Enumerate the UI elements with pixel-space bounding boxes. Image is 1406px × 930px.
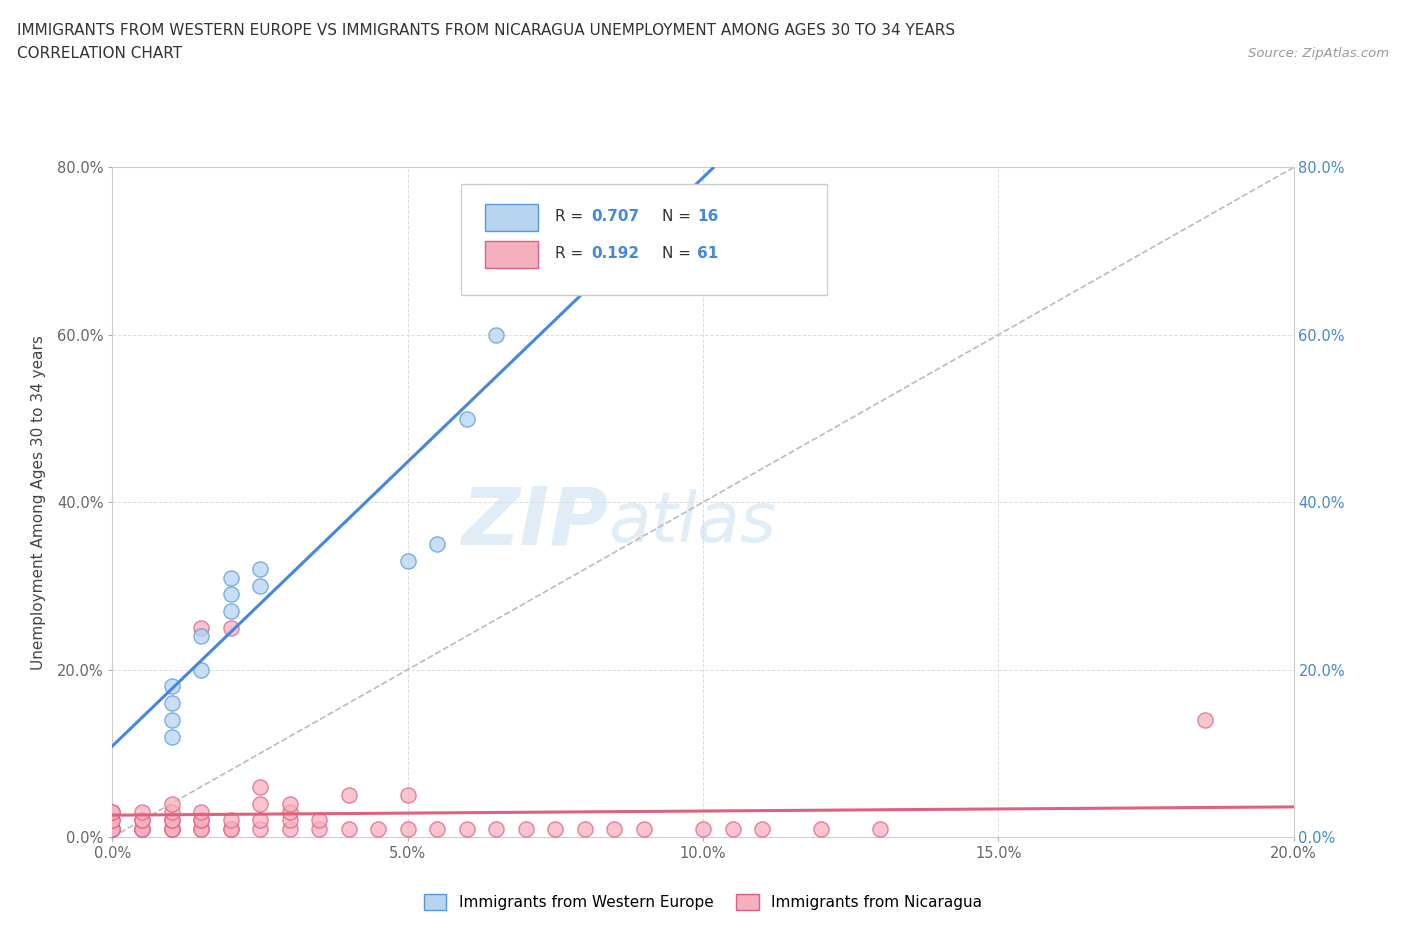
Point [219, 604, 242, 618]
Point [308, 813, 330, 828]
Point [160, 712, 183, 727]
Legend: Immigrants from Western Europe, Immigrants from Nicaragua: Immigrants from Western Europe, Immigran… [418, 888, 988, 916]
Text: IMMIGRANTS FROM WESTERN EUROPE VS IMMIGRANTS FROM NICARAGUA UNEMPLOYMENT AMONG A: IMMIGRANTS FROM WESTERN EUROPE VS IMMIGR… [17, 23, 955, 38]
Text: N =: N = [662, 209, 696, 224]
Point [278, 804, 301, 819]
Point [101, 821, 124, 836]
Point [131, 813, 153, 828]
Point [396, 821, 419, 836]
Point [160, 729, 183, 744]
Point [633, 821, 655, 836]
Point [160, 696, 183, 711]
Text: ZIP: ZIP [461, 484, 609, 562]
Point [515, 821, 537, 836]
Point [131, 821, 153, 836]
Point [160, 821, 183, 836]
Point [456, 411, 478, 426]
Text: 16: 16 [697, 209, 718, 224]
Point [160, 679, 183, 694]
Point [485, 821, 508, 836]
Point [337, 788, 360, 803]
Point [603, 821, 626, 836]
Point [190, 821, 212, 836]
Point [101, 821, 124, 836]
Text: 0.192: 0.192 [591, 246, 638, 261]
Point [219, 821, 242, 836]
Point [692, 821, 714, 836]
Point [101, 813, 124, 828]
Point [426, 537, 449, 551]
Point [160, 821, 183, 836]
Point [456, 821, 478, 836]
Point [101, 813, 124, 828]
Text: R =: R = [555, 209, 589, 224]
Point [131, 821, 153, 836]
Point [101, 804, 124, 819]
Point [249, 562, 271, 577]
Point [219, 587, 242, 602]
Point [101, 821, 124, 836]
Point [544, 821, 567, 836]
Point [278, 821, 301, 836]
Point [249, 821, 271, 836]
FancyBboxPatch shape [461, 184, 827, 295]
Text: N =: N = [662, 246, 696, 261]
Point [101, 804, 124, 819]
Point [249, 578, 271, 593]
Text: Source: ZipAtlas.com: Source: ZipAtlas.com [1249, 46, 1389, 60]
Point [219, 620, 242, 635]
Point [160, 813, 183, 828]
Point [278, 796, 301, 811]
Point [160, 813, 183, 828]
Point [190, 804, 212, 819]
Point [396, 788, 419, 803]
Y-axis label: Unemployment Among Ages 30 to 34 years: Unemployment Among Ages 30 to 34 years [31, 335, 46, 670]
Text: 61: 61 [697, 246, 718, 261]
Point [131, 804, 153, 819]
Point [308, 821, 330, 836]
Point [190, 629, 212, 644]
Point [101, 821, 124, 836]
Point [160, 796, 183, 811]
Point [131, 813, 153, 828]
Point [278, 813, 301, 828]
Bar [485, 205, 537, 231]
Text: 0.707: 0.707 [591, 209, 638, 224]
Point [249, 779, 271, 794]
Point [396, 553, 419, 568]
Point [367, 821, 389, 836]
Point [160, 821, 183, 836]
Point [219, 570, 242, 585]
Point [219, 813, 242, 828]
Point [190, 813, 212, 828]
Point [190, 813, 212, 828]
Point [485, 327, 508, 342]
Point [190, 662, 212, 677]
Point [131, 821, 153, 836]
Point [249, 813, 271, 828]
Point [190, 821, 212, 836]
Point [574, 821, 596, 836]
Point [515, 252, 537, 267]
Point [751, 821, 773, 836]
Point [721, 821, 744, 836]
Bar [485, 241, 537, 268]
Point [337, 821, 360, 836]
Point [190, 620, 212, 635]
Point [249, 796, 271, 811]
Point [219, 821, 242, 836]
Text: atlas: atlas [609, 489, 776, 556]
Point [1194, 712, 1216, 727]
Point [426, 821, 449, 836]
Point [160, 804, 183, 819]
Text: CORRELATION CHART: CORRELATION CHART [17, 46, 181, 61]
Text: R =: R = [555, 246, 589, 261]
Point [869, 821, 891, 836]
Point [810, 821, 832, 836]
